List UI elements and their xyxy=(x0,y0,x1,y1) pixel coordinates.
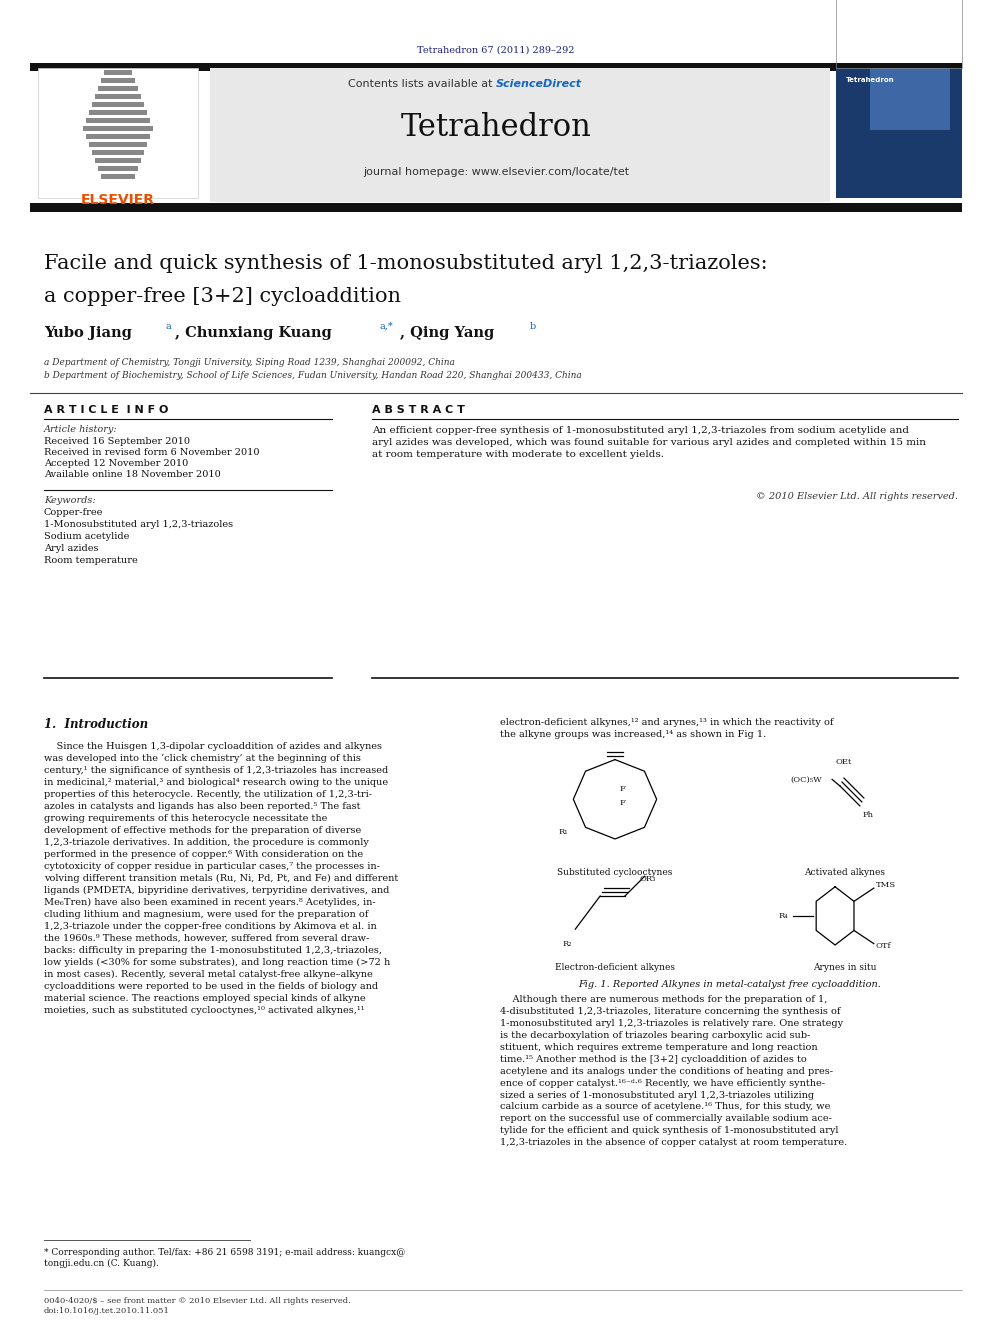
Text: , Qing Yang: , Qing Yang xyxy=(400,325,494,340)
Text: A R T I C L E  I N F O: A R T I C L E I N F O xyxy=(44,405,169,415)
Text: © 2010 Elsevier Ltd. All rights reserved.: © 2010 Elsevier Ltd. All rights reserved… xyxy=(756,492,958,501)
Text: Tetrahedron 67 (2011) 289–292: Tetrahedron 67 (2011) 289–292 xyxy=(418,45,574,54)
Text: Arynes in situ: Arynes in situ xyxy=(813,963,877,972)
Text: (OC)₅W: (OC)₅W xyxy=(791,775,822,783)
Text: b Department of Biochemistry, School of Life Sciences, Fudan University, Handan : b Department of Biochemistry, School of … xyxy=(44,370,581,380)
Text: R₂: R₂ xyxy=(562,939,572,947)
Text: * Corresponding author. Tel/fax: +86 21 6598 3191; e-mail address: kuangcx@
tong: * Corresponding author. Tel/fax: +86 21 … xyxy=(44,1248,406,1269)
Bar xyxy=(92,149,144,155)
Text: b: b xyxy=(530,321,537,331)
Bar xyxy=(836,0,962,67)
Text: Facile and quick synthesis of 1-monosubstituted aryl 1,2,3-triazoles:: Facile and quick synthesis of 1-monosubs… xyxy=(44,254,768,273)
Text: Aryl azides: Aryl azides xyxy=(44,544,98,553)
Text: OEt: OEt xyxy=(835,758,851,766)
Bar xyxy=(101,175,135,179)
Text: Electron-deficient alkynes: Electron-deficient alkynes xyxy=(555,963,675,972)
Text: ELSEVIER: ELSEVIER xyxy=(81,193,155,206)
Text: 1.  Introduction: 1. Introduction xyxy=(44,718,148,732)
Bar xyxy=(85,118,151,123)
Bar xyxy=(30,202,962,212)
Text: journal homepage: www.elsevier.com/locate/tet: journal homepage: www.elsevier.com/locat… xyxy=(363,167,629,177)
Bar xyxy=(30,64,962,71)
Bar xyxy=(88,110,148,115)
Text: Received in revised form 6 November 2010: Received in revised form 6 November 2010 xyxy=(44,448,260,456)
Text: Contents lists available at: Contents lists available at xyxy=(348,79,496,89)
Text: TMS: TMS xyxy=(876,881,896,889)
Text: a Department of Chemistry, Tongji University, Siping Road 1239, Shanghai 200092,: a Department of Chemistry, Tongji Univer… xyxy=(44,359,455,366)
Text: OR₃: OR₃ xyxy=(640,875,656,882)
Bar xyxy=(83,126,153,131)
Bar xyxy=(89,142,147,147)
Text: Received 16 September 2010: Received 16 September 2010 xyxy=(44,437,190,446)
Text: F: F xyxy=(620,799,626,807)
Text: a,*: a,* xyxy=(380,321,394,331)
Bar xyxy=(100,78,135,83)
Text: Keywords:: Keywords: xyxy=(44,496,95,505)
Bar xyxy=(91,102,145,107)
Text: Activated alkynes: Activated alkynes xyxy=(805,868,886,877)
Text: R₄: R₄ xyxy=(779,912,789,919)
Bar xyxy=(95,157,141,163)
Text: A B S T R A C T: A B S T R A C T xyxy=(372,405,465,415)
Bar xyxy=(98,165,138,171)
Text: Yubo Jiang: Yubo Jiang xyxy=(44,325,132,340)
Text: OTf: OTf xyxy=(876,942,892,950)
Text: Sodium acetylide: Sodium acetylide xyxy=(44,532,129,541)
Bar xyxy=(38,67,198,198)
Text: ScienceDirect: ScienceDirect xyxy=(496,79,582,89)
Text: Available online 18 November 2010: Available online 18 November 2010 xyxy=(44,470,221,479)
Text: 0040-4020/$ – see front matter © 2010 Elsevier Ltd. All rights reserved.
doi:10.: 0040-4020/$ – see front matter © 2010 El… xyxy=(44,1297,351,1315)
Text: Although there are numerous methods for the preparation of 1,
4-disubstituted 1,: Although there are numerous methods for … xyxy=(500,995,847,1147)
Text: Article history:: Article history: xyxy=(44,425,118,434)
Text: Substituted cyclooctynes: Substituted cyclooctynes xyxy=(558,868,673,877)
Text: , Chunxiang Kuang: , Chunxiang Kuang xyxy=(175,325,331,340)
Bar xyxy=(103,70,132,75)
Text: Tetrahedron: Tetrahedron xyxy=(401,112,591,143)
Text: Tetrahedron: Tetrahedron xyxy=(846,77,895,83)
Bar xyxy=(94,94,142,99)
Bar xyxy=(210,67,830,202)
Text: F: F xyxy=(620,785,626,792)
Text: Accepted 12 November 2010: Accepted 12 November 2010 xyxy=(44,459,188,468)
Text: An efficient copper-free synthesis of 1-monosubstituted aryl 1,2,3-triazoles fro: An efficient copper-free synthesis of 1-… xyxy=(372,426,926,459)
Text: 1-Monosubstituted aryl 1,2,3-triazoles: 1-Monosubstituted aryl 1,2,3-triazoles xyxy=(44,520,233,529)
Text: a copper-free [3+2] cycloaddition: a copper-free [3+2] cycloaddition xyxy=(44,287,401,306)
Text: Ph: Ph xyxy=(863,811,874,819)
Bar xyxy=(86,134,150,139)
Text: a: a xyxy=(165,321,171,331)
Text: Room temperature: Room temperature xyxy=(44,556,138,565)
Bar xyxy=(97,86,138,91)
Text: electron-deficient alkynes,¹² and arynes,¹³ in which the reactivity of
the alkyn: electron-deficient alkynes,¹² and arynes… xyxy=(500,718,833,740)
Text: Since the Huisgen 1,3-dipolar cycloaddition of azides and alkynes
was developed : Since the Huisgen 1,3-dipolar cycloaddit… xyxy=(44,742,398,1015)
Text: R₁: R₁ xyxy=(558,828,568,836)
Text: Fig. 1. Reported Alkynes in metal-catalyst free cycloaddition.: Fig. 1. Reported Alkynes in metal-cataly… xyxy=(578,980,882,990)
Bar xyxy=(836,67,962,198)
Bar xyxy=(870,67,950,130)
Text: Copper-free: Copper-free xyxy=(44,508,103,517)
